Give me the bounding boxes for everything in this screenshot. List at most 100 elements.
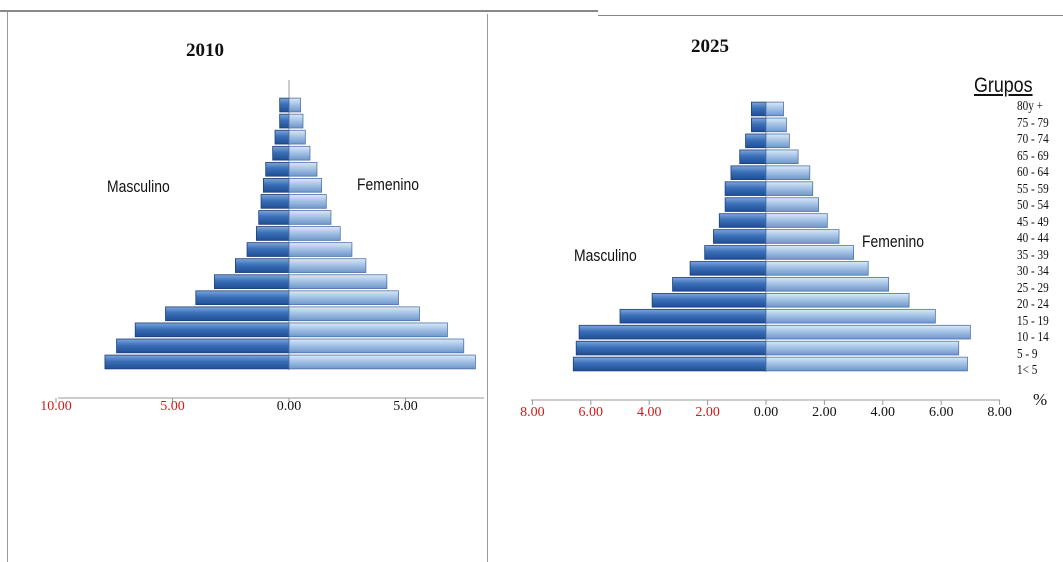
bar-male-40-44: [255, 226, 290, 241]
bar-male-1-5: [104, 354, 290, 370]
bar-male-25-29: [672, 277, 767, 292]
bar-male-5-9: [575, 340, 767, 356]
bar-male-45-49: [718, 213, 767, 228]
legend-item: 15 - 19: [1017, 313, 1049, 329]
bar-female-45-49: [765, 213, 828, 228]
legend-item: 30 - 34: [1017, 264, 1049, 279]
bar-male-25-29: [214, 274, 290, 289]
bar-female-1-5: [288, 354, 476, 370]
bar-female-25-29: [765, 277, 890, 292]
male-label-2010: Masculino: [107, 177, 170, 196]
chart-divider: [487, 14, 488, 562]
bar-male-75-79: [279, 113, 290, 129]
bar-female-70-74: [288, 129, 306, 145]
bar-female-1-5: [765, 356, 968, 372]
bar-female-80y-: [288, 97, 302, 113]
legend-item: 25 - 29: [1017, 280, 1049, 296]
bar-male-65-69: [272, 145, 290, 161]
bar-male-20-24: [195, 290, 290, 306]
top-border-right: [598, 15, 1063, 16]
chart-title-2010: 2010: [186, 40, 224, 61]
bar-male-1-5: [572, 356, 767, 372]
legend-item: 70 - 74: [1017, 132, 1049, 147]
x-tick-label: 0.00: [754, 405, 779, 420]
legend-item: 40 - 44: [1017, 231, 1049, 246]
bar-female-45-49: [288, 210, 332, 225]
bar-male-55-59: [724, 181, 767, 196]
x-tick-label: 8.00: [987, 405, 1012, 420]
bar-male-30-34: [235, 258, 290, 273]
bar-female-5-9: [288, 338, 465, 354]
bar-male-50-54: [724, 197, 767, 212]
legend-item: 20 - 24: [1017, 297, 1049, 312]
percent-unit-label: %: [1033, 390, 1048, 409]
left-frame-line: [7, 12, 8, 562]
legend-item: 5 - 9: [1017, 346, 1038, 362]
bar-female-20-24: [765, 293, 910, 308]
bar-male-15-19: [619, 308, 767, 324]
legend-item: 35 - 39: [1017, 247, 1049, 263]
bar-male-50-54: [260, 194, 290, 209]
female-label-2010: Femenino: [357, 175, 419, 194]
bar-female-20-24: [288, 290, 399, 306]
bar-female-40-44: [288, 226, 341, 241]
bar-female-50-54: [765, 197, 819, 212]
bar-male-55-59: [262, 178, 290, 193]
bar-male-70-74: [745, 133, 767, 149]
bar-male-15-19: [165, 306, 290, 322]
x-tick-label: 4.00: [637, 405, 662, 420]
bar-female-35-39: [765, 245, 854, 260]
bar-female-40-44: [765, 229, 840, 244]
x-tick-label: 6.00: [579, 405, 604, 420]
bar-male-35-39: [246, 242, 290, 257]
bar-female-5-9: [765, 340, 960, 356]
bar-male-10-14: [578, 324, 767, 340]
bar-female-55-59: [765, 181, 814, 196]
legend-item: 55 - 59: [1017, 181, 1049, 197]
bar-female-15-19: [765, 308, 936, 324]
pyramid-chart-2010: 10.00 5.00 0.00 5.00: [40, 80, 484, 414]
legend-item: 60 - 64: [1017, 165, 1049, 180]
legend-header: Grupos: [974, 74, 1033, 97]
bar-male-80y-: [751, 101, 767, 117]
bar-male-75-79: [751, 117, 767, 133]
bar-male-30-34: [689, 261, 767, 276]
x-tick-label: 6.00: [929, 405, 954, 420]
bar-male-35-39: [704, 245, 767, 260]
legend-item: 45 - 49: [1017, 214, 1049, 230]
x-tick-label: 8.00: [520, 405, 545, 420]
male-label-2025: Masculino: [574, 246, 637, 265]
bar-female-70-74: [765, 133, 790, 149]
legend-item: 50 - 54: [1017, 198, 1049, 213]
bar-male-40-44: [713, 229, 767, 244]
chart-title-2025: 2025: [691, 36, 729, 57]
x-tick-label: 2.00: [695, 405, 720, 420]
bar-female-25-29: [288, 274, 388, 289]
bar-female-50-54: [288, 194, 327, 209]
bar-male-60-64: [265, 161, 290, 177]
pyramid-chart-2025: 8.00 6.00 4.00 2.00 0.00 2.00 4.00 6.00 8.00: [520, 101, 1012, 420]
bar-female-30-34: [765, 261, 869, 276]
top-border: [0, 10, 598, 12]
x-tick-label: 0.00: [277, 399, 302, 414]
bar-male-60-64: [730, 165, 767, 180]
bar-male-5-9: [116, 338, 290, 354]
bar-female-75-79: [765, 117, 787, 133]
x-tick-label: 4.00: [871, 405, 896, 420]
bar-female-35-39: [288, 242, 353, 257]
bar-female-55-59: [288, 178, 323, 193]
legend-item: 1< 5: [1017, 363, 1038, 378]
bar-female-10-14: [288, 322, 448, 338]
x-tick-label: 5.00: [393, 399, 418, 414]
legend-item: 10 - 14: [1017, 330, 1049, 345]
bar-female-10-14: [765, 324, 971, 340]
bar-male-45-49: [258, 210, 290, 225]
legend-item: 65 - 69: [1017, 148, 1049, 164]
bar-female-65-69: [288, 145, 311, 161]
female-label-2025: Femenino: [862, 232, 924, 251]
x-tick-label: 10.00: [40, 399, 72, 414]
x-tick-label: 2.00: [812, 405, 837, 420]
bar-female-60-64: [288, 161, 318, 177]
bar-male-20-24: [651, 293, 767, 308]
